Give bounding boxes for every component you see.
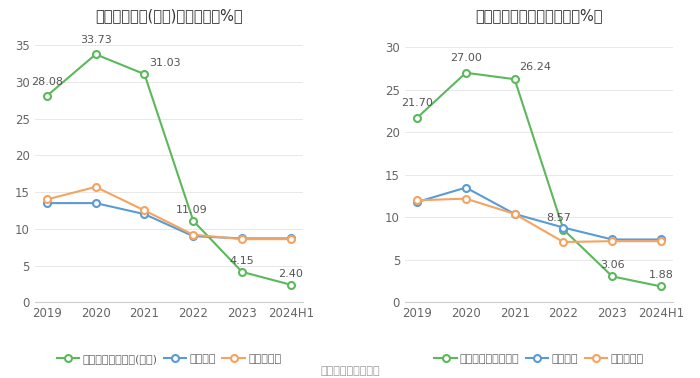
行业均值	[657, 237, 665, 242]
Line: 行业中位数: 行业中位数	[43, 183, 294, 243]
Text: 4.15: 4.15	[230, 256, 254, 266]
行业中位数	[510, 212, 519, 216]
Line: 行业均值: 行业均值	[43, 200, 294, 242]
公司投入资本回报率	[462, 70, 470, 75]
Line: 行业均值: 行业均值	[414, 184, 664, 243]
公司投入资本回报率	[510, 77, 519, 82]
行业均值	[608, 237, 617, 242]
公司净资产收益率(加权)	[189, 218, 197, 223]
行业均值	[559, 225, 568, 230]
行业中位数	[608, 239, 617, 243]
行业均值	[286, 236, 295, 241]
行业中位数	[238, 237, 246, 242]
行业中位数	[462, 197, 470, 201]
公司净资产收益率(加权)	[92, 52, 100, 57]
Text: 数据来源：恒生聚源: 数据来源：恒生聚源	[320, 366, 380, 376]
Text: 8.57: 8.57	[546, 213, 571, 223]
Text: 33.73: 33.73	[80, 36, 111, 45]
行业中位数	[92, 184, 100, 189]
Text: 28.08: 28.08	[31, 77, 63, 87]
行业均值	[189, 234, 197, 239]
公司投入资本回报率	[657, 284, 665, 289]
公司投入资本回报率	[413, 116, 421, 120]
Text: 26.24: 26.24	[519, 62, 552, 73]
Line: 公司投入资本回报率: 公司投入资本回报率	[414, 69, 664, 290]
行业均值	[140, 212, 148, 216]
行业均值	[413, 200, 421, 204]
行业中位数	[413, 198, 421, 203]
Text: 2.40: 2.40	[279, 269, 303, 279]
Title: 投入资本回报率历年情况（%）: 投入资本回报率历年情况（%）	[475, 9, 603, 23]
公司投入资本回报率	[608, 274, 617, 279]
公司投入资本回报率	[559, 227, 568, 232]
行业中位数	[286, 237, 295, 242]
Title: 净资产收益率(加权)历年情况（%）: 净资产收益率(加权)历年情况（%）	[95, 9, 243, 23]
行业均值	[238, 236, 246, 241]
Legend: 公司净资产收益率(加权), 行业均值, 行业中位数: 公司净资产收益率(加权), 行业均值, 行业中位数	[57, 354, 281, 364]
行业均值	[92, 201, 100, 205]
行业中位数	[189, 232, 197, 237]
行业均值	[462, 185, 470, 190]
Text: 11.09: 11.09	[176, 205, 208, 215]
公司净资产收益率(加权)	[140, 72, 148, 76]
行业中位数	[559, 240, 568, 244]
行业均值	[43, 201, 51, 205]
Text: 1.88: 1.88	[648, 270, 673, 280]
Text: 3.06: 3.06	[600, 260, 624, 270]
公司净资产收益率(加权)	[43, 94, 51, 98]
Legend: 公司投入资本回报率, 行业均值, 行业中位数: 公司投入资本回报率, 行业均值, 行业中位数	[435, 354, 644, 364]
Line: 行业中位数: 行业中位数	[414, 195, 664, 245]
Text: 27.00: 27.00	[450, 53, 482, 62]
Text: 31.03: 31.03	[149, 58, 181, 68]
行业中位数	[43, 197, 51, 202]
行业均值	[510, 212, 519, 216]
行业中位数	[657, 239, 665, 243]
Text: 21.70: 21.70	[401, 98, 433, 108]
行业中位数	[140, 208, 148, 213]
公司净资产收益率(加权)	[238, 270, 246, 274]
公司净资产收益率(加权)	[286, 282, 295, 287]
Line: 公司净资产收益率(加权): 公司净资产收益率(加权)	[43, 51, 294, 288]
